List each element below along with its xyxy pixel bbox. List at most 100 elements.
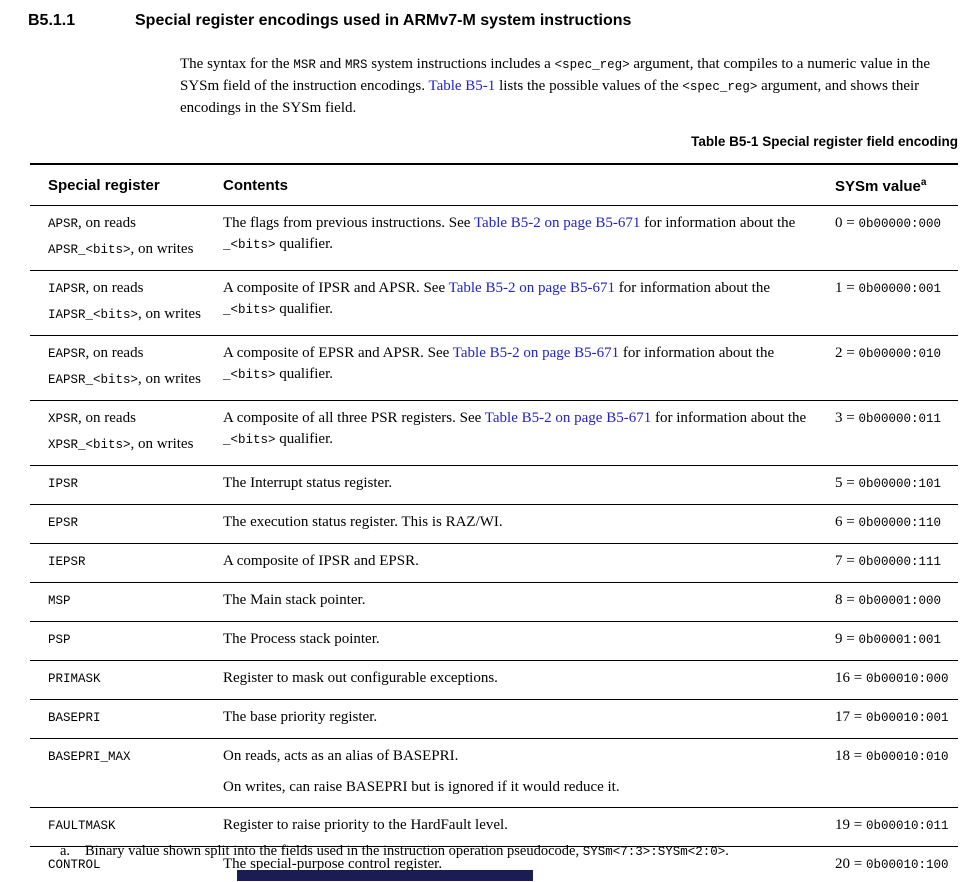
register-line: EPSR — [48, 512, 223, 534]
table-caption: Table B5-1 Special register field encodi… — [691, 134, 958, 149]
register-cell: PSP — [30, 622, 223, 661]
contents-cell: A composite of IPSR and APSR. See Table … — [223, 271, 835, 336]
register-line: IEPSR — [48, 551, 223, 573]
sysm-binary-code: 0b00000:000 — [858, 217, 941, 231]
header-special-register-label: Special register — [48, 177, 160, 194]
register-line: XPSR, on reads — [48, 408, 223, 430]
special-register-table: Special register Contents SYSm valuea AP… — [30, 163, 958, 882]
code-text: PRIMASK — [48, 672, 101, 686]
body-text: , on reads — [85, 280, 144, 296]
code-text: APSR — [48, 217, 79, 231]
code-text: EAPSR_<bits> — [48, 373, 139, 387]
body-text: , on reads — [78, 215, 136, 231]
table-row: BASEPRI_MAX On reads, acts as an alias of… — [30, 738, 958, 808]
sysm-decimal: 6 = — [835, 514, 859, 530]
sysm-binary-code: 0b00000:111 — [858, 555, 941, 569]
register-cell: XPSR, on reads XPSR_<bits>, on writes — [30, 401, 223, 466]
table-body: APSR, on reads APSR_<bits>, on writes The … — [30, 205, 958, 882]
register-line: IAPSR, on reads — [48, 278, 223, 300]
table-row: APSR, on reads APSR_<bits>, on writes The … — [30, 205, 958, 271]
body-text: , on writes — [138, 371, 201, 387]
contents-cell: The base priority register. — [223, 700, 835, 739]
body-text: The special-purpose control register. — [223, 856, 443, 872]
body-text: The execution status register. This is R… — [223, 514, 503, 530]
code-text: _<bits> — [223, 433, 276, 447]
table-row: IPSR The Interrupt status register. 5 = 0b… — [30, 465, 958, 505]
sysm-decimal: 17 = — [835, 709, 866, 725]
sysm-binary-code: 0b00000:101 — [858, 477, 941, 491]
code-text: BASEPRI — [48, 711, 101, 725]
body-text: A composite of IPSR and EPSR. — [223, 553, 419, 569]
body-text: The syntax for the — [180, 56, 294, 72]
header-contents: Contents — [223, 164, 835, 206]
cross-reference-link[interactable]: Table B5-2 on page B5-671 — [473, 215, 641, 231]
body-text: qualifier. — [275, 431, 333, 447]
register-line: BASEPRI_MAX — [48, 746, 223, 768]
register-cell: EPSR — [30, 505, 223, 544]
contents-line: A composite of IPSR and APSR. See Table … — [223, 278, 821, 321]
body-text: A composite of EPSR and APSR. See — [223, 345, 453, 361]
sysm-decimal: 3 = — [835, 410, 859, 426]
sysm-value-cell: 7 = 0b00000:111 — [835, 544, 958, 583]
body-text: for information about the — [615, 280, 770, 296]
register-cell: CONTROL — [30, 847, 223, 882]
sysm-decimal: 9 = — [835, 631, 859, 647]
body-text: lists the possible values of the — [495, 78, 683, 94]
header-sysm-label: SYSm value — [835, 178, 921, 195]
table-row: XPSR, on reads XPSR_<bits>, on writes A co… — [30, 400, 958, 466]
sysm-binary-code: 0b00000:011 — [858, 412, 941, 426]
sysm-binary-code: 0b00000:001 — [858, 282, 941, 296]
body-text: The base priority register. — [223, 709, 378, 725]
table-row: CONTROL The special-purpose control regis… — [30, 846, 958, 882]
register-line: CONTROL — [48, 854, 223, 876]
body-text: . — [725, 843, 729, 859]
sysm-decimal: 1 = — [835, 280, 859, 296]
contents-line: A composite of EPSR and APSR. See Table … — [223, 343, 821, 386]
table-row: MSP The Main stack pointer. 8 = 0b00001:00… — [30, 582, 958, 622]
contents-cell: The special-purpose control register. — [223, 847, 835, 882]
sysm-decimal: 16 = — [835, 670, 866, 686]
sysm-value-cell: 18 = 0b00010:010 — [835, 739, 958, 808]
sysm-binary-code: 0b00010:000 — [865, 672, 949, 686]
contents-cell: Register to raise priority to the HardFa… — [223, 808, 835, 847]
sysm-value-cell: 17 = 0b00010:001 — [835, 700, 958, 739]
contents-line: A composite of all three PSR registers. … — [223, 408, 821, 451]
register-line: EAPSR, on reads — [48, 343, 223, 365]
table-row: FAULTMASK Register to raise priority to t… — [30, 807, 958, 847]
register-cell: PRIMASK — [30, 661, 223, 700]
register-cell: IAPSR, on reads IAPSR_<bits>, on writes — [30, 271, 223, 336]
contents-cell: The Main stack pointer. — [223, 583, 835, 622]
code-text: IPSR — [48, 477, 79, 491]
body-text: Binary value shown split into the fields… — [85, 843, 583, 859]
code-text: XPSR_<bits> — [48, 438, 131, 452]
body-text: , on reads — [78, 410, 136, 426]
code-text: MSP — [48, 594, 71, 608]
contents-line: Register to raise priority to the HardFa… — [223, 815, 821, 836]
register-line: APSR_<bits>, on writes — [48, 239, 223, 261]
cross-reference-link[interactable]: Table B5-2 on page B5-671 — [484, 410, 652, 426]
sysm-value-cell: 19 = 0b00010:011 — [835, 808, 958, 847]
cross-reference-link[interactable]: Table B5-2 on page B5-671 — [448, 280, 616, 296]
contents-line: The flags from previous instructions. Se… — [223, 213, 821, 256]
sysm-value-cell: 2 = 0b00000:010 — [835, 336, 958, 401]
body-text: qualifier. — [275, 301, 333, 317]
sysm-value-cell: 3 = 0b00000:011 — [835, 401, 958, 466]
body-text: argument, that compiles to a numeric val… — [180, 56, 931, 94]
contents-cell: The Interrupt status register. — [223, 466, 835, 505]
contents-line: The base priority register. — [223, 707, 821, 728]
sysm-decimal: 5 = — [835, 475, 859, 491]
body-text: The Process stack pointer. — [223, 631, 380, 647]
cross-reference-link[interactable]: Table B5-2 on page B5-671 — [452, 345, 620, 361]
contents-cell: The flags from previous instructions. Se… — [223, 206, 835, 271]
body-text: Register to mask out configurable except… — [223, 670, 498, 686]
register-line: EAPSR_<bits>, on writes — [48, 369, 223, 391]
cross-reference-link[interactable]: Table B5-1 — [428, 78, 496, 94]
sysm-value-cell: 8 = 0b00001:000 — [835, 583, 958, 622]
sysm-decimal: 18 = — [835, 748, 866, 764]
code-text: MRS — [345, 58, 368, 72]
sysm-value-cell: 1 = 0b00000:001 — [835, 271, 958, 336]
table-row: PRIMASK Register to mask out configurable… — [30, 660, 958, 700]
body-text: Register to raise priority to the HardFa… — [223, 817, 508, 833]
contents-line: On writes, can raise BASEPRI but is igno… — [223, 777, 821, 798]
code-text: FAULTMASK — [48, 819, 116, 833]
